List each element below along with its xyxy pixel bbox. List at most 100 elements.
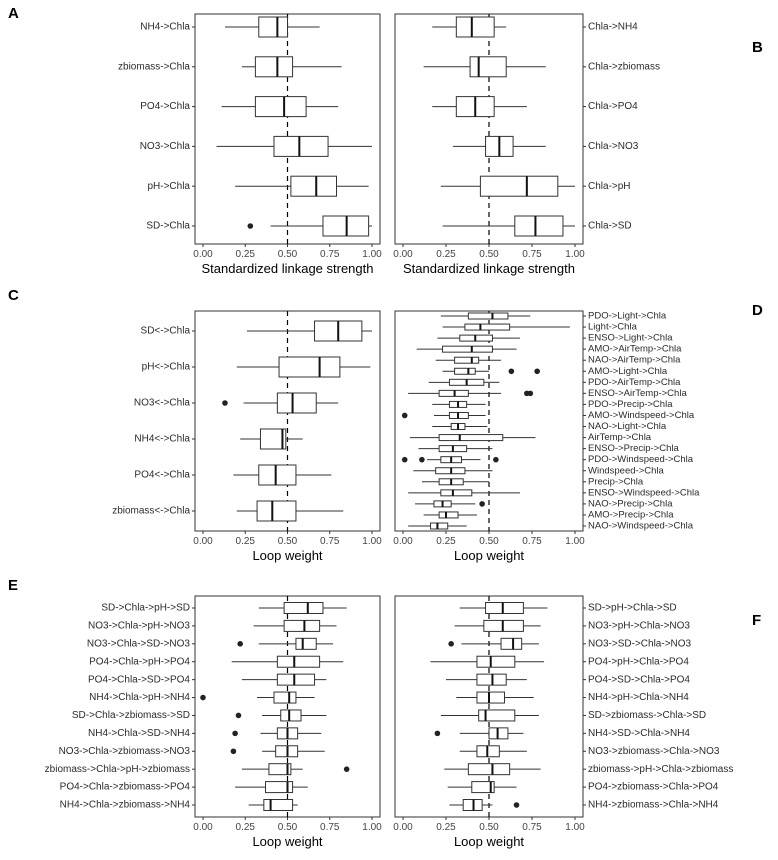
iqr-box [259,428,287,450]
iqr-box [479,175,559,197]
iqr-box [514,215,564,237]
box-a-5 [247,215,372,237]
category-label: NH4->Chla->SD->NH4 [88,728,190,739]
box-d-16 [408,489,520,497]
category-label: PDO->Precip->Chla [588,399,673,410]
category-label: PO4->Chla->SD->PO4 [88,674,190,685]
category-label: NO3->zbiomass->Chla->NO3 [588,746,720,757]
box-b-4 [440,175,575,197]
box-d-0 [440,312,531,320]
iqr-box [464,323,511,331]
category-label: NH4->zbiomass->Chla->NH4 [588,800,719,811]
box-b-2 [432,96,527,118]
panel-label-e: E [8,577,18,594]
box-a-4 [235,175,369,197]
iqr-box [276,392,317,414]
iqr-box [471,781,495,794]
iqr-box [283,602,324,614]
iqr-box [268,763,292,776]
iqr-box [254,96,307,118]
outlier-point [448,641,454,647]
box-a-1 [241,56,342,78]
category-label: PO4->zbiomass->Chla->PO4 [588,782,719,793]
box-c-1 [236,356,371,378]
iqr-box [273,691,297,704]
category-label: NH4->Chla [140,22,190,33]
box-d-17 [415,500,485,508]
iqr-box [478,709,516,722]
category-label: PDO->Light->Chla [588,311,667,322]
panel-label-c: C [8,287,19,304]
panel-label-b: B [752,39,763,56]
iqr-box [273,135,329,157]
category-label: SD->Chla->pH->SD [101,603,190,614]
panel-f: SD->pH->Chla->SD NO3->pH->Chla->NO3 NO3->S… [393,595,733,849]
x-tick-label: 0.25 [236,822,256,833]
category-label: NAO->AirTemp->Chla [588,355,681,366]
category-label: PDO->AirTemp->Chla [588,377,681,388]
box-d-2 [437,334,520,342]
box-d-11 [409,434,536,442]
iqr-box [276,673,316,686]
outlier-point [534,368,540,375]
category-label: SD->zbiomass->Chla->SD [588,710,706,721]
iqr-box [500,637,523,650]
box-e-1 [253,619,337,632]
box-d-4 [435,356,502,364]
category-label: PDO->Windspeed->Chla [588,454,694,465]
box-f-3 [430,655,545,668]
category-label: PO4->Chla->pH->PO4 [89,656,190,667]
category-label: NO3<->Chla [134,398,191,409]
box-f-4 [446,673,527,686]
x-tick-label: 1.00 [565,822,585,833]
box-e-4 [241,673,327,686]
box-e-11 [248,799,298,811]
x-tick-label: 0.00 [193,536,213,547]
box-e-0 [258,602,347,614]
outlier-point [527,390,534,397]
box-d-5 [442,367,540,375]
category-label: NH4->Chla->pH->NH4 [89,692,190,703]
iqr-box [455,16,495,38]
x-tick-label: 0.25 [436,822,456,833]
x-tick-label: 0.00 [393,536,413,547]
iqr-box [254,56,294,78]
category-label: NH4->Chla->zbiomass->NH4 [60,800,191,811]
category-label: NH4->pH->Chla->NH4 [588,692,689,703]
iqr-box [258,464,297,486]
box-a-0 [224,16,320,38]
panel-a: NH4->Chla zbiomass->Chla PO4->Chla NO3->Chl… [118,13,382,276]
x-tick-label: 0.25 [236,536,256,547]
x-tick-label: 0.00 [193,249,213,260]
category-label: NO3->Chla->SD->NO3 [87,638,191,649]
panel-label-a: A [8,5,19,22]
x-axis-title: Loop weight [454,834,524,849]
box-f-0 [459,602,548,614]
iqr-box [278,356,341,378]
box-b-1 [423,56,546,78]
category-label: zbiomass->pH->Chla->zbiomass [588,764,733,775]
x-axis-title: Loop weight [454,548,524,563]
box-c-2 [222,392,339,414]
iqr-box [295,637,317,650]
x-tick-label: 1.00 [362,536,382,547]
box-f-5 [456,691,534,704]
x-tick-label: 0.50 [278,536,298,547]
category-label: Chla->zbiomass [588,61,660,72]
category-label: PO4->pH->Chla->PO4 [588,656,689,667]
iqr-box [283,619,321,632]
box-e-7 [232,727,322,740]
box-f-1 [454,619,541,632]
box-d-18 [423,511,477,519]
box-c-0 [246,320,372,342]
box-d-14 [413,467,493,475]
category-label: PO4<->Chla [134,470,190,481]
box-d-7 [408,389,534,397]
outlier-point [401,456,408,463]
category-label: AirTemp->Chla [588,432,652,443]
panel-label-f: F [752,612,761,629]
iqr-box [476,655,516,668]
iqr-box [290,175,338,197]
category-label: AMO->Light->Chla [588,366,668,377]
